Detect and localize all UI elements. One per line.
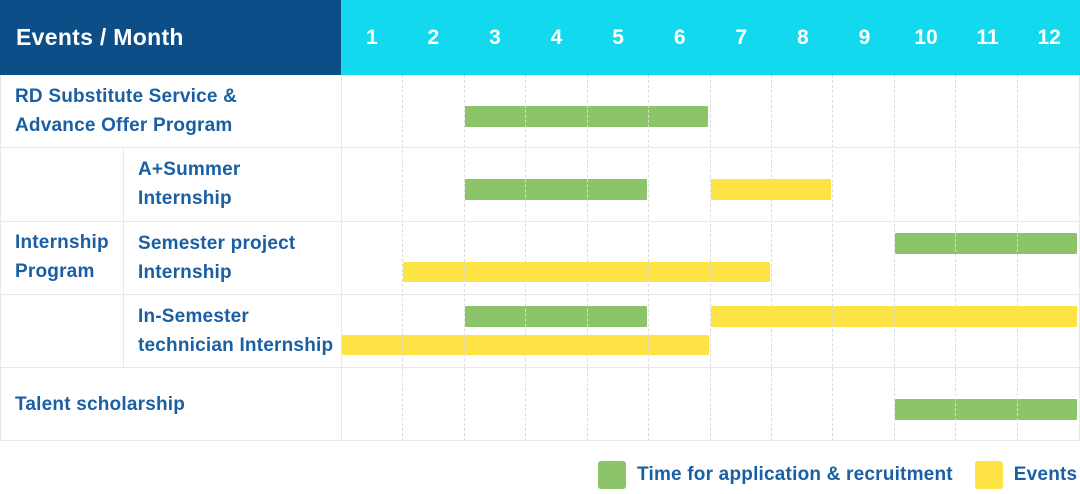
month-header-8: 8	[796, 25, 809, 49]
header-title: Events / Month	[16, 24, 184, 50]
month-header-3: 3	[489, 25, 501, 49]
month-header-5: 5	[612, 25, 624, 49]
application-bar-months-3-5	[464, 178, 648, 200]
timeline-grid-area	[341, 75, 1080, 441]
row-label-column: RD Substitute Service & Advance Offer Pr…	[0, 75, 341, 441]
group-label-internship-program: Internship Program	[15, 232, 109, 282]
events-bar-months-1-6	[342, 335, 709, 355]
application-bar-months-3-6	[464, 105, 709, 127]
month-header-11: 11	[976, 25, 999, 49]
month-header-2: 2	[427, 25, 440, 49]
application-bar-months-10-12	[894, 233, 1077, 254]
month-header-7: 7	[735, 25, 748, 49]
row-label-talent-scholarship: Talent scholarship	[15, 393, 186, 415]
events-legend-swatch	[974, 461, 1003, 489]
month-header-4: 4	[550, 25, 563, 49]
row-label-rd-substitute: RD Substitute Service & Advance Offer Pr…	[15, 86, 238, 136]
legend: Time for application & recruitment Events	[598, 458, 1077, 492]
row-label-a-summer: A+Summer Internship	[138, 159, 241, 209]
month-header-1: 1	[365, 25, 378, 49]
row-label-semester-project: Semester project Internship	[138, 232, 296, 283]
application-bar-months-10-12	[894, 398, 1077, 420]
month-header-9: 9	[858, 25, 871, 49]
month-header-12: 12	[1037, 25, 1061, 49]
events-bar-months-7-12	[710, 306, 1077, 327]
application-legend-label: Time for application & recruitment	[637, 464, 953, 485]
row-label-in-semester: In-Semester technician Internship	[138, 305, 334, 356]
application-legend-swatch	[598, 461, 626, 489]
events-legend-label: Events	[1013, 464, 1078, 485]
application-bar-months-3-5	[464, 306, 648, 327]
events-bar-months-2-7	[403, 262, 770, 282]
month-header-row: 1 2 3 4 5 6 7 8 9 10 11 12	[341, 0, 1080, 75]
month-header-10: 10	[914, 25, 938, 49]
header-events-month-cell: Events / Month	[0, 0, 341, 75]
events-bar-months-7-8	[710, 178, 832, 200]
month-header-6: 6	[673, 25, 686, 49]
